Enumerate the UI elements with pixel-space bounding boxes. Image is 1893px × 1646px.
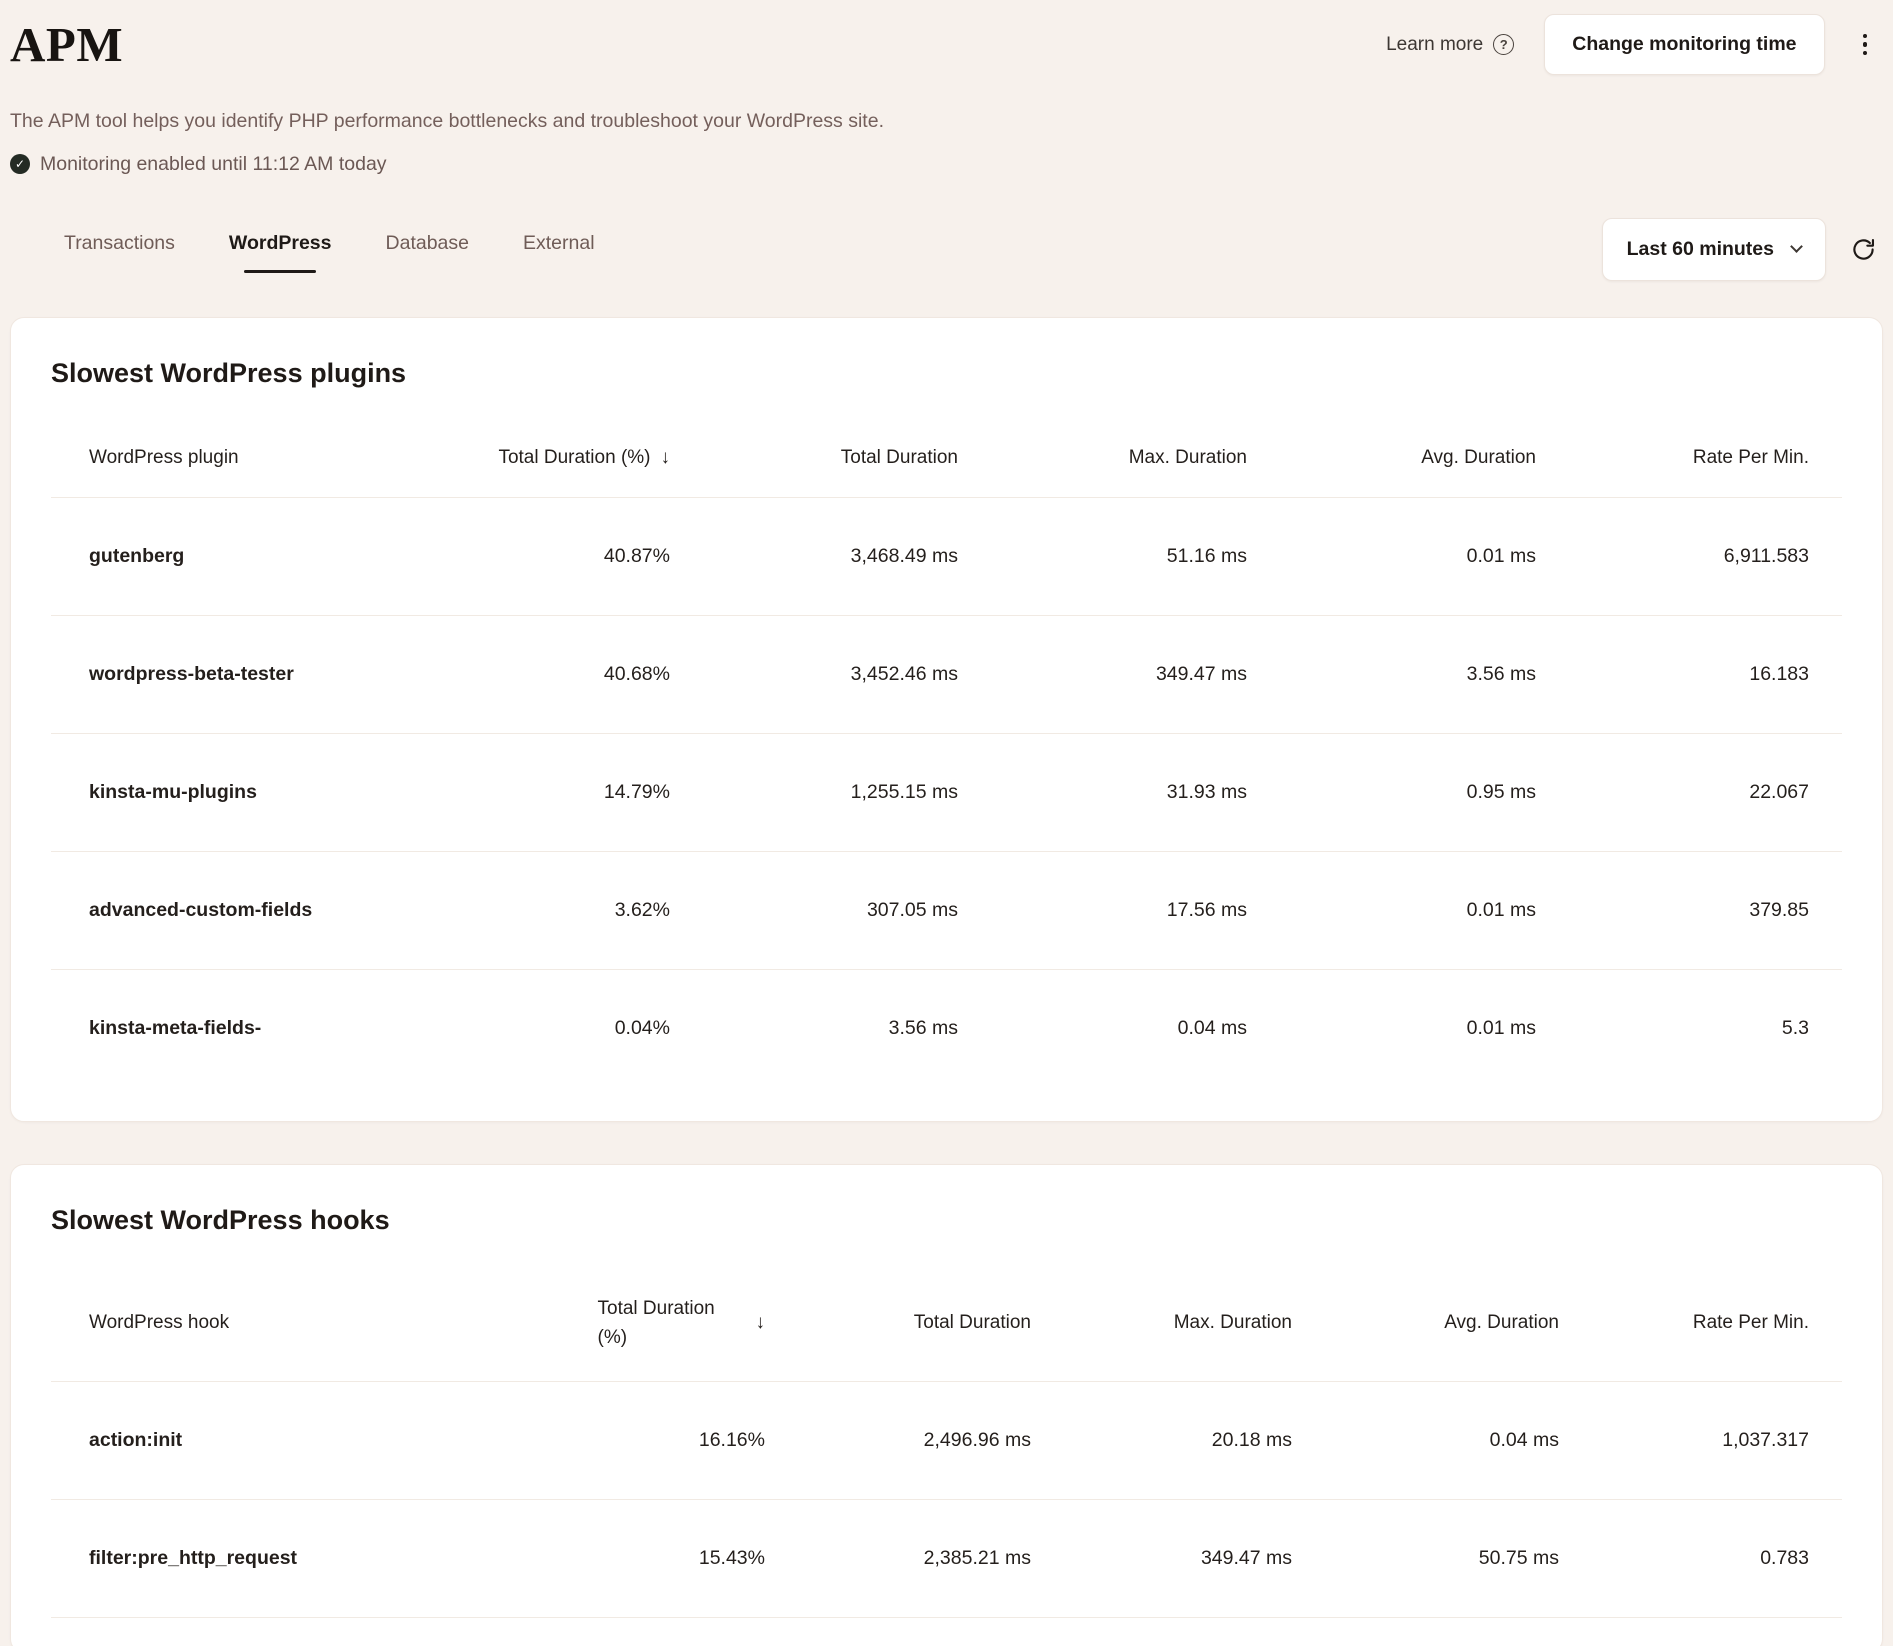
cell-avg-duration: 0.95 ms — [1247, 733, 1536, 852]
tab-bar: Transactions WordPress Database External — [10, 226, 597, 273]
col-header-total-duration[interactable]: Total Duration — [765, 1251, 1031, 1382]
table-row: filter:pre_http_request 15.43% 2,385.21 … — [51, 1499, 1842, 1618]
cell-plugin-name: kinsta-mu-plugins — [51, 733, 382, 852]
sort-desc-icon: ↓ — [660, 446, 671, 468]
cell-rate-per-min: 22.067 — [1536, 733, 1842, 852]
cell-plugin-name: advanced-custom-fields — [51, 851, 382, 970]
cell-plugin-name: gutenberg — [51, 497, 382, 616]
table-row: wordpress-beta-tester 40.68% 3,452.46 ms… — [51, 615, 1842, 734]
col-header-avg-duration[interactable]: Avg. Duration — [1247, 404, 1536, 498]
col-header-total-duration-pct[interactable]: Total Duration (%) ↓ — [382, 404, 671, 498]
tab-database[interactable]: Database — [385, 231, 469, 254]
check-circle-icon: ✓ — [10, 154, 30, 175]
cell-avg-duration: 0.01 ms — [1247, 497, 1536, 616]
tab-transactions[interactable]: Transactions — [64, 231, 175, 254]
cell-total-duration-pct: 40.87% — [382, 497, 670, 616]
time-range-value: Last 60 minutes — [1626, 237, 1774, 260]
cell-rate-per-min: 6,911.583 — [1536, 497, 1842, 616]
cell-rate-per-min: 16.183 — [1536, 615, 1842, 734]
col-header-max-duration[interactable]: Max. Duration — [1031, 1251, 1292, 1382]
cell-rate-per-min: 5.3 — [1781, 1016, 1809, 1039]
col-header-rate-per-min[interactable]: Rate Per Min. — [1536, 404, 1842, 498]
col-header-avg-duration[interactable]: Avg. Duration — [1292, 1251, 1559, 1382]
cell-total-duration: 307.05 ms — [670, 851, 958, 970]
cell-rate-per-min: 379.85 — [1536, 851, 1842, 970]
col-header-total-duration-pct[interactable]: Total Duration (%) ↓ — [499, 1251, 766, 1382]
table-row: kinsta-mu-plugins 14.79% 1,255.15 ms 31.… — [51, 733, 1842, 852]
cell-total-duration: 2,385.21 ms — [765, 1499, 1031, 1618]
col-header-total-duration[interactable]: Total Duration — [670, 404, 958, 498]
cell-max-duration: 0.04 ms — [1177, 1016, 1247, 1039]
plugins-card-title: Slowest WordPress plugins — [51, 357, 407, 388]
cell-total-duration-pct: 0.04% — [614, 1016, 670, 1039]
cell-rate-per-min: 1,037.317 — [1559, 1381, 1842, 1500]
plugins-table: WordPress plugin Total Duration (%) ↓ Tot… — [51, 404, 1842, 1087]
learn-more-link[interactable]: Learn more ? — [1386, 33, 1515, 56]
cell-max-duration: 51.16 ms — [958, 497, 1247, 616]
slowest-hooks-card: Slowest WordPress hooks WordPress hook T… — [10, 1163, 1883, 1646]
cell-total-duration: 3,452.46 ms — [670, 615, 958, 734]
col-header-plugin-name: WordPress plugin — [51, 404, 382, 498]
cell-max-duration: 20.18 ms — [1031, 1381, 1292, 1500]
cell-max-duration: 17.56 ms — [958, 851, 1247, 970]
sort-desc-icon: ↓ — [755, 1312, 766, 1334]
cell-plugin-name: kinsta-meta-fields- — [89, 1016, 262, 1039]
cell-total-duration: 2,496.96 ms — [765, 1381, 1031, 1500]
page-title: APM — [10, 17, 124, 72]
cell-total-duration-pct: 14.79% — [382, 733, 670, 852]
cell-total-duration: 3,468.49 ms — [670, 497, 958, 616]
cell-max-duration: 31.93 ms — [958, 733, 1247, 852]
col-header-hook-name: WordPress hook — [51, 1251, 499, 1382]
table-row: advanced-custom-fields 3.62% 307.05 ms 1… — [51, 851, 1842, 970]
hooks-table: WordPress hook Total Duration (%) ↓ Tota… — [51, 1251, 1842, 1618]
cell-plugin-name: wordpress-beta-tester — [51, 615, 382, 734]
cell-max-duration: 349.47 ms — [958, 615, 1247, 734]
monitoring-status-text: Monitoring enabled until 11:12 AM today — [40, 152, 387, 175]
table-row: action:init 16.16% 2,496.96 ms 20.18 ms … — [51, 1381, 1842, 1500]
chevron-down-icon — [1790, 240, 1803, 254]
header-actions: Learn more ? Change monitoring time — [1386, 14, 1883, 75]
change-monitoring-time-button[interactable]: Change monitoring time — [1544, 14, 1825, 75]
cell-total-duration-pct: 15.43% — [499, 1499, 765, 1618]
time-range-select[interactable]: Last 60 minutes — [1601, 217, 1826, 281]
cell-total-duration-pct: 16.16% — [499, 1381, 765, 1500]
time-controls: Last 60 minutes — [1601, 217, 1883, 281]
table-row: kinsta-meta-fields- 0.04% 3.56 ms 0.04 m… — [51, 969, 1842, 1087]
table-row: gutenberg 40.87% 3,468.49 ms 51.16 ms 0.… — [51, 497, 1842, 616]
cell-avg-duration: 50.75 ms — [1292, 1499, 1559, 1618]
tabs-row: Transactions WordPress Database External… — [10, 217, 1883, 281]
cell-max-duration: 349.47 ms — [1031, 1499, 1292, 1618]
learn-more-label: Learn more — [1386, 33, 1484, 55]
tab-external[interactable]: External — [523, 231, 595, 254]
cell-total-duration: 3.56 ms — [888, 1016, 958, 1039]
col-header-label: Total Duration (%) — [498, 446, 651, 468]
hooks-card-title: Slowest WordPress hooks — [51, 1204, 390, 1235]
apm-description: The APM tool helps you identify PHP perf… — [10, 110, 884, 132]
hooks-header-row: WordPress hook Total Duration (%) ↓ Tota… — [51, 1251, 1842, 1382]
col-header-max-duration[interactable]: Max. Duration — [958, 404, 1247, 498]
cell-total-duration-pct: 3.62% — [382, 851, 670, 970]
cell-total-duration: 1,255.15 ms — [670, 733, 958, 852]
col-header-label: Total Duration (%) — [597, 1297, 715, 1349]
tab-wordpress[interactable]: WordPress — [227, 226, 334, 273]
refresh-icon[interactable] — [1850, 236, 1877, 263]
cell-avg-duration: 0.01 ms — [1247, 851, 1536, 970]
cell-avg-duration: 0.04 ms — [1292, 1381, 1559, 1500]
col-header-rate-per-min[interactable]: Rate Per Min. — [1559, 1251, 1842, 1382]
cell-avg-duration: 3.56 ms — [1247, 615, 1536, 734]
cell-rate-per-min: 0.783 — [1559, 1499, 1842, 1618]
slowest-plugins-card: Slowest WordPress plugins WordPress plug… — [10, 316, 1883, 1122]
page-header: APM Learn more ? Change monitoring time — [10, 14, 1883, 75]
help-icon[interactable]: ? — [1493, 34, 1515, 55]
cell-hook-name: filter:pre_http_request — [51, 1499, 499, 1618]
plugins-header-row: WordPress plugin Total Duration (%) ↓ Tot… — [51, 404, 1842, 498]
kebab-menu-icon[interactable] — [1855, 28, 1876, 62]
cell-avg-duration: 0.01 ms — [1466, 1016, 1536, 1039]
cell-hook-name: action:init — [51, 1381, 499, 1500]
monitoring-status: ✓ Monitoring enabled until 11:12 AM toda… — [10, 153, 1883, 176]
cell-total-duration-pct: 40.68% — [382, 615, 670, 734]
